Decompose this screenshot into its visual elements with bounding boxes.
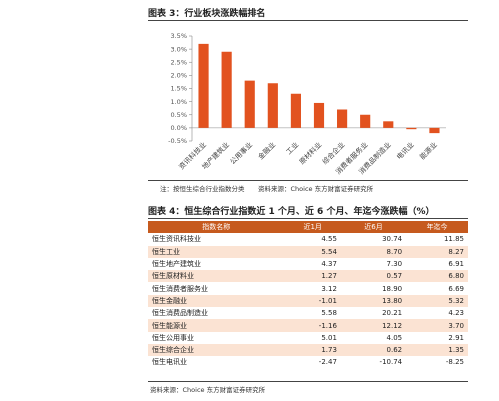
x-tick-label: 原材料业: [297, 140, 323, 166]
table-cell: 恒生地产建筑业: [152, 260, 201, 269]
table-cell: 恒生公用事业: [152, 333, 194, 342]
header-cell: 指数名称: [148, 221, 285, 234]
bar: [244, 80, 255, 128]
x-tick-label: 金融业: [256, 140, 277, 161]
table-row: 恒生地产建筑业 4.37 7.30 6.91: [148, 258, 468, 270]
table-cell: 8.70: [340, 245, 407, 258]
header-cell: 近6月: [340, 221, 407, 234]
table-cell: 1.35: [406, 343, 468, 357]
table-cell: 恒生原材料业: [148, 270, 285, 283]
figure-title: 图表 3：行业板块涨跌幅排名: [148, 9, 266, 19]
table-cell: 1.73: [284, 343, 341, 357]
y-tick-label: 0.5%: [170, 111, 187, 119]
table-cell: 恒生消费品制造业: [152, 309, 208, 318]
table-row: 恒生原材料业 1.27 0.57 6.80: [148, 270, 468, 283]
y-tick-label: 1.5%: [170, 85, 187, 93]
y-tick-label: 2.0%: [170, 72, 187, 80]
table-cell: 8.27: [406, 245, 468, 258]
table-cell: 6.91: [448, 260, 464, 269]
table-row: 恒生公用事业 5.01 4.05 2.91: [148, 332, 468, 344]
bar: [429, 127, 440, 134]
table-cell: -2.47: [318, 358, 337, 367]
table-cell: -10.74: [379, 358, 403, 367]
table-cell: 0.57: [340, 270, 407, 283]
table-row: 恒生工业 5.54 8.70 8.27: [148, 245, 468, 258]
table-cell: 4.37: [321, 260, 337, 269]
bar: [337, 109, 348, 128]
bar: [267, 83, 278, 128]
y-tick-label: 3.5%: [170, 32, 187, 40]
y-tick-label: 2.5%: [170, 58, 187, 66]
table-cell: 5.54: [284, 245, 341, 258]
table-cell: 7.30: [386, 260, 403, 269]
table-cell: 恒生金融业: [148, 294, 285, 308]
table-row: 恒生金融业 -1.01 13.80 5.32: [148, 294, 468, 308]
table-cell: 恒生综合企业: [148, 343, 285, 357]
table-cell: 恒生消费者服务业: [152, 284, 208, 293]
table-cell: 30.74: [382, 235, 403, 244]
table-title: 图表 4：恒生综合行业指数近 1 个月、近 6 个月、年迄今涨跌幅（%）: [148, 207, 435, 217]
bar: [406, 127, 417, 130]
table-cell: 6.69: [448, 284, 464, 293]
table-cell: 6.80: [406, 270, 468, 283]
table-cell: 20.21: [382, 309, 403, 318]
table-cell: 4.55: [321, 235, 337, 244]
x-tick-label: 工业: [284, 140, 300, 156]
table-cell: 5.01: [321, 333, 337, 342]
table-cell: 恒生工业: [148, 245, 285, 258]
table-row: 恒生综合企业 1.73 0.62 1.35: [148, 343, 468, 357]
y-tick-label: 3.0%: [170, 45, 187, 53]
chart-note: 注：按恒生综合行业指数分类: [160, 185, 245, 193]
table-cell: 恒生电讯业: [152, 358, 187, 367]
table-row: 恒生消费者服务业 3.12 18.90 6.69: [148, 282, 468, 294]
title-rule: [148, 218, 468, 219]
table-cell: 3.70: [406, 319, 468, 332]
table-row: 恒生能源业 -1.16 12.12 3.70: [148, 319, 468, 332]
chart-source: 资料来源：Choice 东方财富证券研究所: [258, 185, 374, 193]
table-cell: 3.12: [321, 284, 337, 293]
x-tick-label: 电讯业: [395, 140, 416, 161]
table-cell: 1.27: [284, 270, 341, 283]
x-tick-label: 公用事业: [228, 140, 254, 166]
table-cell: 11.85: [443, 235, 464, 244]
table-cell: 4.05: [386, 333, 403, 342]
table-cell: 4.23: [448, 309, 464, 318]
header-cell: 年迄今: [406, 221, 468, 234]
header-cell: 近1月: [284, 221, 341, 234]
bar: [313, 102, 325, 128]
table-row: 恒生资讯科技业 4.55 30.74 11.85: [148, 233, 468, 245]
table-row: 恒生消费品制造业 5.58 20.21 4.23: [148, 307, 468, 319]
table-cell: 5.32: [406, 294, 468, 308]
table-cell: 恒生资讯科技业: [152, 235, 201, 244]
table-cell: -8.25: [445, 358, 464, 367]
title-rule: [148, 20, 468, 21]
bar: [198, 43, 209, 128]
data-table: 指数名称 近1月 近6月 年迄今 恒生资讯科技业 4.55 30.74 11.85 恒生工业 5.…: [148, 221, 468, 369]
table-row: 恒生电讯业 -2.47 -10.74 -8.25: [148, 356, 468, 368]
table-cell: -1.01: [284, 294, 341, 308]
table-cell: 5.58: [321, 309, 337, 318]
chart: 3.5%3.0%2.5%2.0%1.5%1.0%0.5%0.0%-0.5%资讯科…: [168, 32, 446, 176]
bar: [383, 121, 394, 128]
table-cell: 12.12: [340, 319, 407, 332]
table-rule: [148, 381, 468, 382]
table-cell: 13.80: [340, 294, 407, 308]
table-source: 资料来源：Choice 东方财富证券研究所: [150, 386, 266, 394]
y-tick-label: 0.0%: [170, 124, 187, 132]
table-cell: 2.91: [448, 333, 464, 342]
table-cell: -1.16: [284, 319, 341, 332]
y-tick-label: 1.0%: [170, 98, 187, 106]
table-cell: 恒生能源业: [148, 319, 285, 332]
table-cell: 18.90: [382, 284, 403, 293]
table-cell: 0.62: [340, 343, 407, 357]
bar: [360, 114, 371, 128]
bar: [290, 93, 301, 128]
x-tick-label: 能源业: [418, 140, 439, 161]
y-tick-label: -0.5%: [168, 137, 187, 145]
header-row: 指数名称 近1月 近6月 年迄今: [148, 221, 468, 234]
bar: [221, 51, 232, 128]
note-rule: [148, 180, 468, 181]
